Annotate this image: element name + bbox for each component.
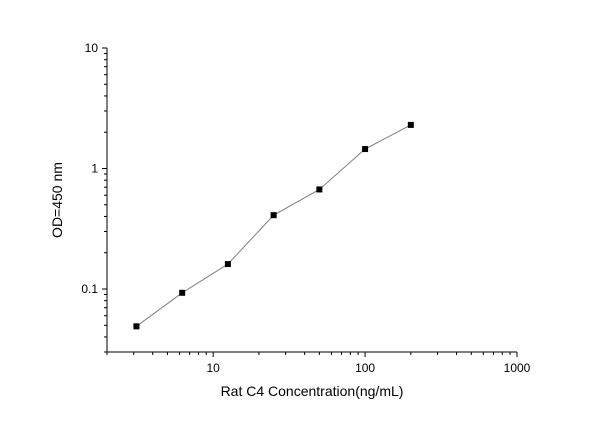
series xyxy=(133,121,414,330)
series-line xyxy=(136,124,412,327)
y-tick-label: 0.1 xyxy=(81,282,98,296)
data-point xyxy=(224,261,231,268)
x-tick-label: 1000 xyxy=(504,361,531,375)
axes xyxy=(106,48,517,353)
data-point xyxy=(270,212,277,219)
x-tick-label: 100 xyxy=(355,361,375,375)
data-point xyxy=(133,323,140,330)
x-axis-label: Rat C4 Concentration(ng/mL) xyxy=(221,383,404,399)
y-axis-label: OD=450 nm xyxy=(49,162,65,238)
tick-labels: 10 100 1000 0.1 1 10 xyxy=(81,41,530,375)
data-point xyxy=(316,186,323,193)
data-point xyxy=(407,121,414,128)
data-point xyxy=(362,146,369,153)
x-tick-label: 10 xyxy=(207,361,221,375)
data-point xyxy=(179,289,186,296)
ticks xyxy=(102,47,518,357)
y-tick-label: 1 xyxy=(91,161,98,175)
y-tick-label: 10 xyxy=(85,41,99,55)
